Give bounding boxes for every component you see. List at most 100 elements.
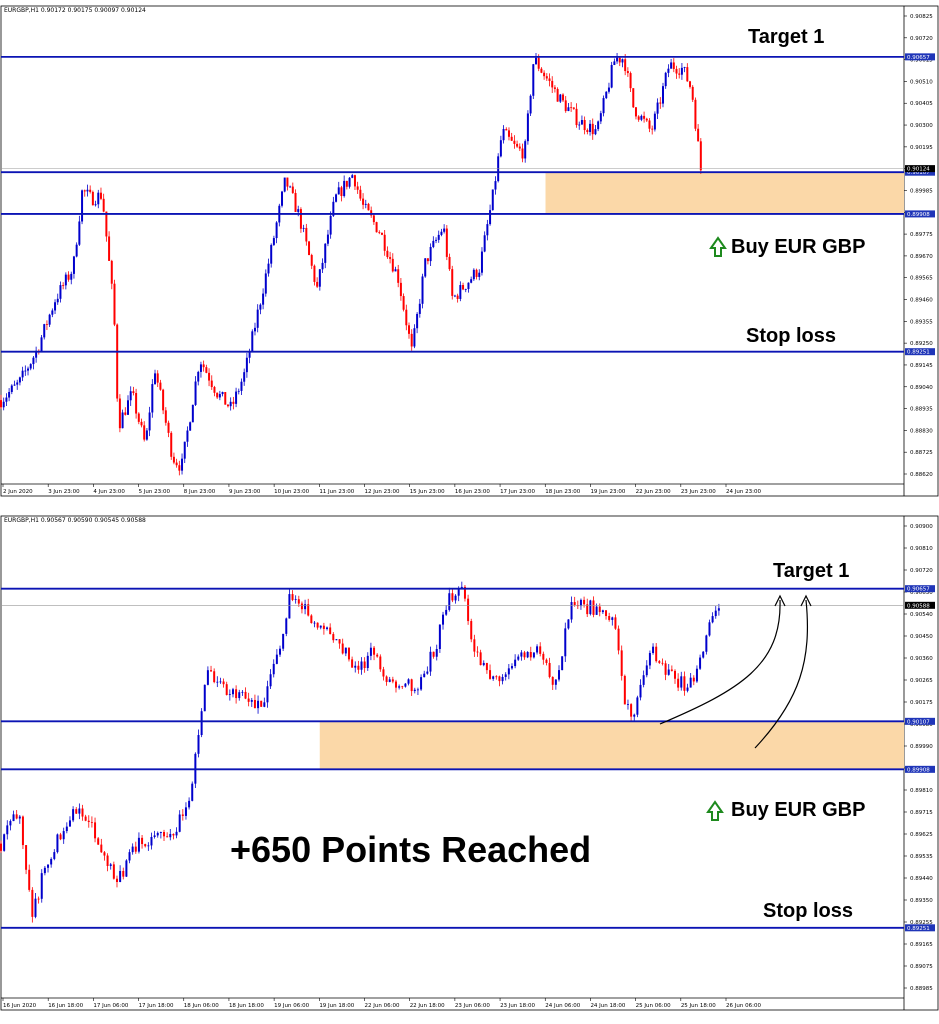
candle-body <box>539 646 542 654</box>
current-price-tag: 0.90588 <box>905 601 935 609</box>
candle <box>21 815 24 849</box>
bottom-chart-panel: EURGBP,H1 0.90567 0.90590 0.90545 0.9058… <box>0 515 939 1011</box>
candle-body <box>680 676 683 688</box>
y-tick-label: 0.89990 <box>910 744 933 750</box>
candle <box>451 265 454 300</box>
candle <box>54 299 57 314</box>
candle <box>680 62 683 80</box>
candle <box>270 243 273 268</box>
candle-body <box>300 603 303 610</box>
candle <box>0 394 2 409</box>
candle-body <box>523 652 526 658</box>
candle-body <box>648 120 651 129</box>
candle-body <box>210 670 213 672</box>
candle <box>144 843 147 848</box>
candle <box>348 177 351 189</box>
candle <box>147 842 150 851</box>
candle-body <box>264 273 267 294</box>
candle <box>420 674 423 691</box>
y-tick-label: 0.89355 <box>910 319 933 325</box>
candle-body <box>476 651 479 653</box>
candle-body <box>661 86 664 104</box>
candle-body <box>467 598 470 622</box>
candle <box>13 380 16 386</box>
candle-body <box>378 232 381 234</box>
candle <box>570 596 573 623</box>
candle-body <box>18 816 21 819</box>
candle-body <box>451 593 454 601</box>
candle <box>564 622 567 662</box>
candle-body <box>391 258 394 272</box>
candle <box>529 94 532 117</box>
candle <box>539 642 542 657</box>
y-tick-label: 0.89715 <box>910 810 933 816</box>
candle <box>264 269 267 297</box>
symbol-label: EURGBP,H1 0.90567 0.90590 0.90545 0.9058… <box>4 517 146 524</box>
candle-body <box>232 401 235 404</box>
candle <box>648 118 651 133</box>
candle <box>102 193 105 213</box>
candle-body <box>251 331 254 352</box>
candle-body <box>589 123 592 133</box>
x-tick-label: 22 Jun 06:00 <box>365 1003 400 1009</box>
candle-body <box>558 670 561 680</box>
candle <box>480 247 483 276</box>
candle-body <box>385 676 388 682</box>
candle <box>478 269 481 281</box>
candle-body <box>16 382 19 385</box>
candle <box>308 240 311 256</box>
candle-body <box>0 400 2 408</box>
candle <box>667 664 670 676</box>
candle-body <box>147 845 150 847</box>
candle <box>253 322 256 336</box>
candle <box>324 243 327 269</box>
candle-body <box>630 704 633 717</box>
candle <box>382 666 385 681</box>
candle-body <box>691 86 694 100</box>
candle-body <box>637 116 640 120</box>
candle <box>708 619 711 637</box>
candle <box>43 323 46 340</box>
candle <box>611 616 614 626</box>
candle <box>67 271 70 282</box>
candle <box>183 441 186 464</box>
candle-body <box>275 654 278 664</box>
candle-body <box>524 141 527 159</box>
candle-body <box>291 594 294 600</box>
candle-body <box>135 393 138 414</box>
bottom-buy-label: Buy EUR GBP <box>731 799 865 821</box>
candle-body <box>705 635 708 652</box>
candle-body <box>62 285 65 286</box>
candle-body <box>489 670 492 679</box>
candle-body <box>126 400 129 415</box>
candle-body <box>243 372 246 382</box>
candle-body <box>595 606 598 615</box>
candle-body <box>694 99 697 129</box>
candle-body <box>344 647 347 654</box>
candle-body <box>143 425 146 440</box>
candle <box>407 678 410 686</box>
candle-body <box>348 177 351 187</box>
candle <box>338 638 341 649</box>
candle <box>202 360 205 372</box>
candle <box>5 393 8 407</box>
candle <box>643 111 646 123</box>
x-tick-label: 24 Jun 06:00 <box>545 1003 580 1009</box>
candle <box>497 153 500 183</box>
bottom-stoploss-label: Stop loss <box>763 900 853 922</box>
candle-body <box>507 668 510 675</box>
candle <box>0 840 2 853</box>
candle-body <box>109 864 112 866</box>
candle <box>294 595 297 604</box>
candle <box>694 97 697 132</box>
candle <box>610 61 613 89</box>
candle <box>561 656 564 671</box>
y-tick-label: 0.89440 <box>910 876 933 882</box>
candle <box>6 820 9 840</box>
candle <box>216 392 219 399</box>
candle-body <box>617 628 620 651</box>
y-tick-label: 0.89670 <box>910 254 933 260</box>
candle <box>556 87 559 102</box>
candle <box>499 135 502 158</box>
price-level-tag-text: 0.90107 <box>907 719 930 725</box>
